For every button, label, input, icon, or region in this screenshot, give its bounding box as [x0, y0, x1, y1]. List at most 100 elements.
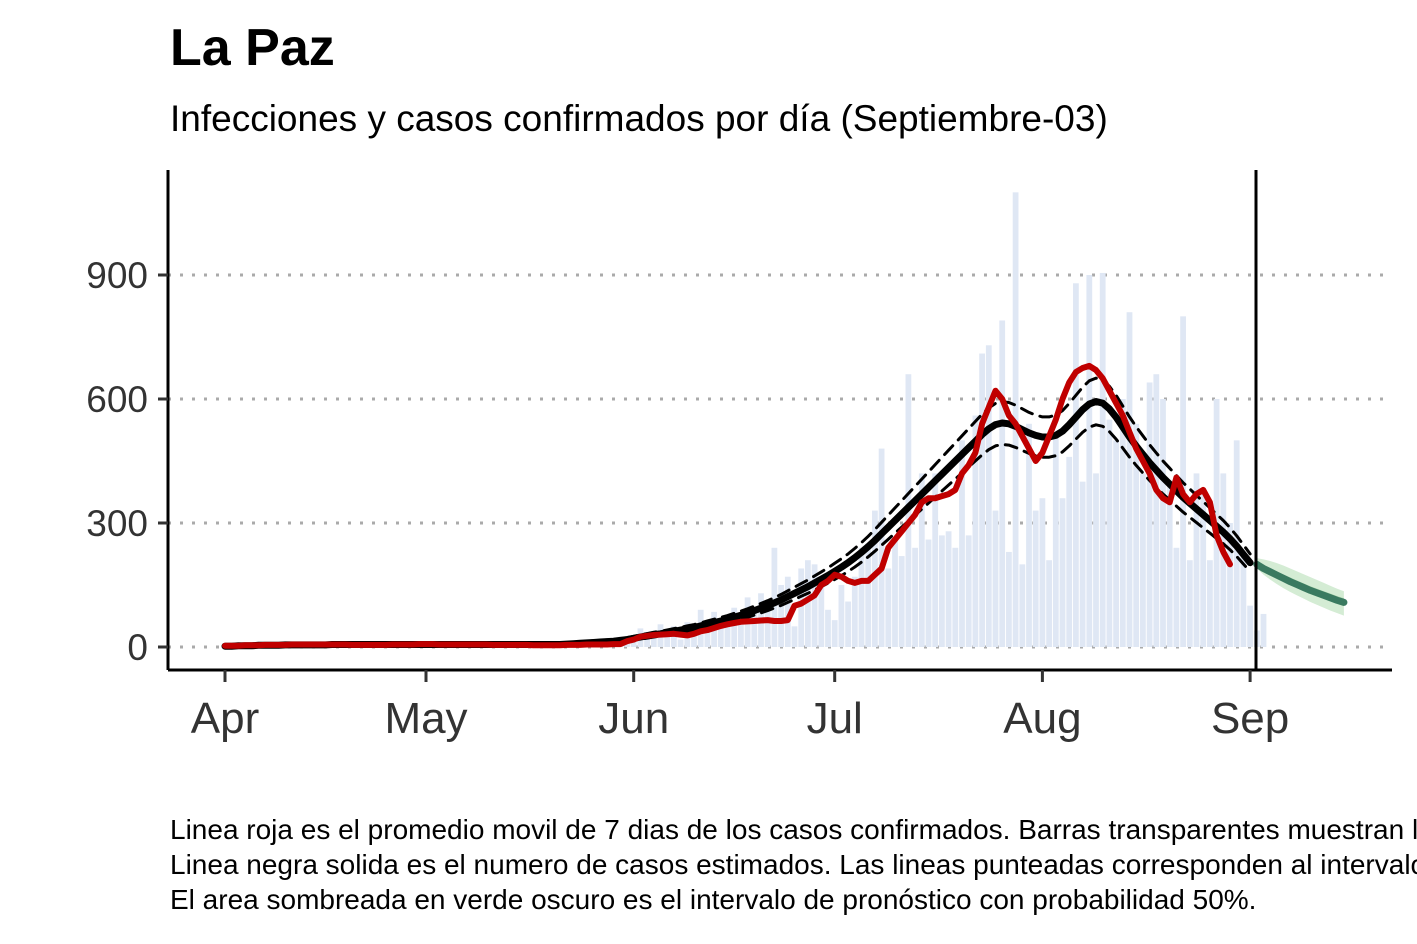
bar [1260, 613, 1267, 647]
bar [1046, 560, 1052, 647]
bar [650, 635, 657, 647]
bar [1193, 473, 1200, 647]
chart-title: La Paz [170, 19, 335, 77]
bar [1073, 283, 1079, 647]
bar [791, 626, 798, 647]
x-tick-label: Sep [1211, 694, 1289, 743]
bar [959, 440, 965, 647]
bar [985, 345, 992, 647]
chart-caption: Linea roja es el promedio movil de 7 dia… [170, 812, 1417, 917]
bar [704, 630, 711, 647]
bar [1220, 473, 1227, 647]
bar [1207, 560, 1213, 647]
bar [952, 547, 959, 647]
bar [918, 473, 925, 647]
bar [1126, 312, 1133, 647]
bar [851, 576, 858, 647]
bar [1019, 564, 1026, 647]
x-tick-label: Apr [191, 694, 259, 743]
bar [1086, 275, 1093, 647]
bar [1059, 498, 1066, 647]
y-tick-label: 300 [86, 503, 148, 544]
bar [1227, 523, 1233, 647]
bar [644, 634, 650, 647]
bar [1186, 560, 1193, 647]
bar [778, 585, 784, 647]
bar [1240, 556, 1247, 647]
bar [818, 580, 825, 647]
bar [1066, 456, 1073, 647]
bar [717, 618, 724, 647]
bar [878, 448, 885, 647]
bar [1146, 382, 1153, 647]
bar [1119, 399, 1126, 647]
bar [1200, 489, 1207, 647]
bar [831, 620, 838, 647]
bar [811, 564, 818, 647]
x-tick-label: Jun [598, 694, 669, 743]
bar [1099, 272, 1106, 647]
bar [838, 585, 845, 647]
bar [1026, 423, 1032, 647]
bar [1032, 510, 1039, 647]
bar [798, 568, 805, 647]
bar [751, 607, 758, 647]
bar [1153, 374, 1160, 647]
bar [1079, 481, 1086, 647]
bar [691, 632, 697, 647]
bar [1166, 481, 1173, 647]
bar [731, 607, 738, 647]
series-lines [221, 362, 1348, 650]
bar [1160, 399, 1166, 647]
bar [1039, 498, 1046, 647]
bar [1106, 419, 1113, 647]
reported-average-line [222, 362, 1233, 649]
bar [858, 547, 865, 647]
tick-labels: 0 300 600 900 Apr May Jun Jul Aug Sep [86, 255, 1289, 743]
chart-plot: 0 300 600 900 Apr May Jun Jul Aug Sep [86, 170, 1392, 743]
bar [885, 568, 892, 647]
bar [872, 510, 878, 647]
y-tick-label: 0 [127, 627, 148, 668]
chart-subtitle: Infecciones y casos confirmados por día … [170, 98, 1108, 139]
bar [771, 547, 778, 647]
bar [925, 539, 932, 647]
daily-cases-bars [222, 192, 1267, 648]
bar [1113, 440, 1119, 647]
caption-line-1: Linea roja es el promedio movil de 7 dia… [170, 814, 1417, 845]
bar [677, 639, 684, 647]
bar [972, 415, 979, 647]
x-tick-label: Aug [1003, 694, 1081, 743]
bar [764, 601, 771, 647]
caption-line-3: El area sombreada en verde oscuro es el … [170, 884, 1257, 915]
bar [825, 609, 831, 647]
bar [624, 642, 630, 647]
bar [892, 539, 898, 647]
bar [784, 576, 791, 647]
bar [1133, 423, 1140, 647]
bar [1173, 547, 1180, 647]
bar [939, 535, 945, 647]
bar [912, 547, 918, 647]
bar [999, 320, 1006, 647]
axes [158, 170, 1392, 682]
bar [898, 556, 905, 647]
bar [1093, 473, 1099, 647]
y-tick-label: 600 [86, 379, 148, 420]
bar [845, 601, 851, 647]
bar [1140, 473, 1146, 647]
bar [979, 353, 985, 647]
bar [664, 630, 671, 647]
bar [1052, 432, 1059, 647]
y-tick-label: 900 [86, 255, 148, 296]
bar [724, 624, 731, 647]
bar [1247, 605, 1253, 647]
caption-line-2: Linea negra solida es el numero de casos… [170, 849, 1417, 880]
bar [805, 560, 811, 647]
x-tick-label: May [384, 694, 467, 743]
bar [865, 543, 872, 647]
forecast-line [1253, 560, 1348, 606]
bar [945, 531, 952, 647]
bar [1006, 551, 1012, 647]
x-tick-label: Jul [807, 694, 863, 743]
